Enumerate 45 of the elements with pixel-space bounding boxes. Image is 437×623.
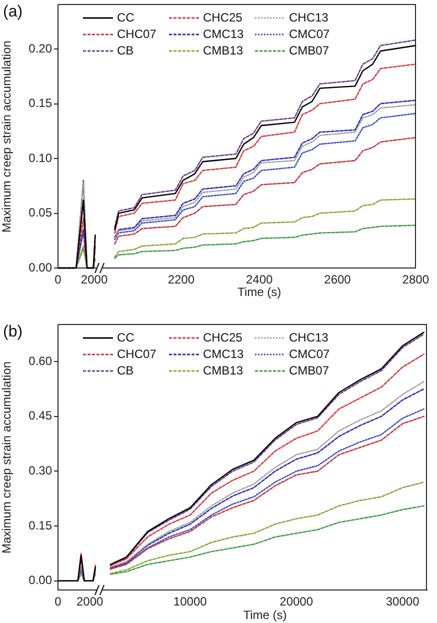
legend-label: CB	[117, 363, 134, 378]
legend-label: CHC07	[117, 26, 157, 41]
x-tick-label: 2800	[402, 272, 430, 287]
legend-label: CC	[117, 330, 135, 344]
x-axis-title: Time (s)	[238, 285, 282, 300]
legend-label: CMC07	[289, 26, 330, 41]
legend-label: CC	[117, 10, 135, 24]
legend-label: CMC13	[203, 346, 244, 361]
legend-label: CHC07	[117, 346, 157, 361]
x-tick-label: 2000	[80, 272, 108, 287]
y-tick-label: 0.15	[28, 518, 52, 532]
legend-label: CMC13	[203, 26, 244, 41]
legend-label: CMB13	[203, 43, 244, 58]
y-tick-label: 0.45	[28, 408, 52, 423]
y-tick-label: 0.10	[28, 150, 52, 165]
y-tick-label: 0.30	[28, 464, 52, 478]
chart-title: (a)	[3, 4, 23, 21]
x-tick-label: 0	[54, 594, 62, 609]
x-tick-label: 2400	[246, 272, 273, 287]
y-tick-label: 0.60	[28, 354, 52, 368]
x-axis-title: Time (s)	[243, 608, 287, 622]
legend-label: CMC07	[289, 346, 330, 361]
legend-label: CMB07	[289, 43, 330, 58]
legend-label: CMB13	[203, 363, 244, 378]
y-tick-label: 0.20	[28, 41, 52, 56]
legend-label: CHC13	[289, 330, 329, 344]
legend-label: CHC25	[203, 330, 243, 344]
y-tick-label: 0.00	[28, 573, 52, 588]
x-tick-label: 2000	[76, 594, 104, 609]
y-tick-label: 0.15	[28, 96, 52, 110]
legend-label: CB	[117, 43, 134, 58]
y-tick-label: 0.05	[28, 206, 52, 220]
x-tick-label: 20000	[280, 594, 314, 609]
legend-label: CHC25	[203, 10, 243, 24]
x-tick-label: 0	[54, 272, 62, 287]
y-tick-label: 0.00	[28, 260, 52, 274]
y-axis-title: Maximum creep strain accumulation	[0, 40, 14, 233]
legend-label: CHC13	[289, 10, 329, 24]
x-tick-label: 30000	[386, 594, 420, 609]
x-tick-label: 2200	[168, 272, 195, 287]
x-tick-label: 10000	[173, 594, 208, 609]
y-axis-title: Maximum creep strain accumulation	[0, 361, 14, 554]
legend-label: CMB07	[289, 363, 330, 378]
x-tick-label: 2600	[324, 272, 352, 287]
chart-title: (b)	[3, 323, 23, 340]
